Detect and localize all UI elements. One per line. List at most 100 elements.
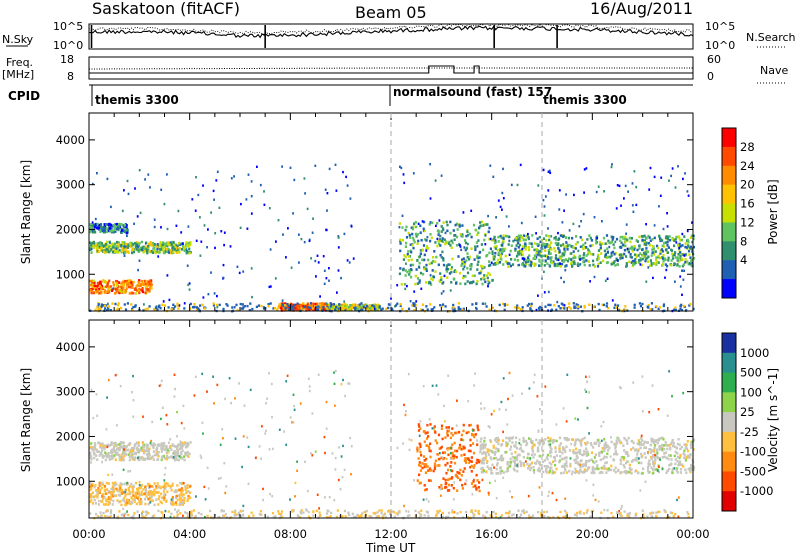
power-cell: [494, 239, 497, 242]
power-cell: [691, 240, 694, 244]
power-cell: [96, 242, 99, 245]
velocity-cell: [509, 463, 512, 466]
velocity-cell: [476, 443, 479, 446]
power-cell: [583, 257, 586, 260]
power-cell: [675, 241, 678, 244]
velocity-cell: [516, 462, 519, 466]
power-cell: [422, 244, 426, 247]
power-cell: [112, 283, 115, 287]
velocity-cell: [543, 465, 546, 468]
velocity-cell: [104, 451, 107, 454]
power-cell: [587, 248, 589, 251]
velocity-cell: [460, 474, 463, 477]
velocity-cell: [131, 488, 134, 491]
velocity-cell: [628, 463, 631, 467]
velocity-cell: [581, 438, 584, 441]
velocity-cell: [152, 444, 155, 447]
power-cell: [458, 223, 461, 227]
velocity-cell: [514, 464, 517, 468]
power-cell: [404, 287, 407, 291]
power-cell: [106, 230, 109, 234]
power-cell: [640, 263, 644, 267]
velocity-cell: [545, 456, 548, 459]
velocity-cell: [640, 461, 643, 465]
power-cell: [113, 243, 116, 246]
velocity-cell: [157, 444, 160, 447]
power-cell: [439, 253, 442, 257]
velocity-cell: [462, 438, 465, 442]
power-cell: [431, 221, 434, 225]
power-cell: [514, 237, 517, 240]
velocity-cell: [110, 487, 113, 491]
power-cell: [512, 239, 515, 243]
power-cell: [482, 224, 485, 227]
power-cell: [130, 303, 133, 306]
power-cell: [674, 306, 677, 309]
velocity-cell: [179, 440, 182, 443]
power-cell: [122, 286, 125, 290]
power-cell: [374, 308, 377, 312]
power-cell: [355, 306, 358, 309]
power-cell: [566, 244, 569, 247]
power-cell: [529, 307, 532, 310]
power-cell: [222, 263, 225, 267]
velocity-cell: [477, 460, 481, 464]
velocity-cell: [475, 488, 478, 491]
power-cell: [353, 305, 356, 308]
velocity-cell: [478, 489, 481, 493]
power-cell: [534, 215, 537, 218]
freq-tick-top: 18: [60, 53, 74, 66]
power-cell: [631, 204, 634, 207]
velocity-cell: [111, 455, 114, 458]
velocity-cell: [342, 444, 344, 448]
velocity-cell: [175, 456, 178, 459]
power-cell: [186, 243, 189, 247]
power-cell: [537, 184, 540, 187]
velocity-cell: [587, 466, 590, 470]
velocity-cell: [626, 460, 629, 463]
power-cell: [614, 303, 617, 306]
power-cell: [115, 227, 118, 230]
velocity-cell: [622, 458, 625, 461]
power-cell: [547, 245, 550, 248]
power-cell: [95, 243, 98, 247]
power-cell: [105, 243, 108, 246]
power-cell: [399, 267, 402, 270]
power-cell: [638, 235, 641, 239]
power-cell: [247, 173, 250, 176]
power-cell: [345, 175, 347, 179]
power-cell: [466, 266, 469, 270]
velocity-cell: [180, 491, 183, 494]
velocity-cell: [647, 464, 650, 468]
velocity-cell: [480, 470, 483, 474]
power-cell: [477, 260, 480, 264]
power-cell: [455, 270, 458, 274]
power-cell: [627, 250, 630, 254]
velocity-cell: [622, 463, 625, 467]
velocity-cell: [513, 460, 516, 464]
power-cell: [578, 254, 581, 258]
velocity-cell: [446, 461, 449, 465]
power-cell: [137, 250, 140, 253]
power-cell: [629, 240, 632, 244]
power-cell: [167, 251, 170, 254]
power-cell: [172, 307, 175, 310]
velocity-cell: [425, 465, 428, 469]
power-cell: [580, 220, 582, 223]
velocity-cell: [112, 494, 115, 498]
power-cell: [661, 239, 664, 242]
power-cell: [514, 249, 517, 252]
velocity-cell: [451, 451, 454, 455]
power-cell: [521, 249, 524, 253]
velocity-cell: [447, 426, 450, 429]
velocity-cell: [137, 497, 140, 500]
velocity-cell: [479, 447, 482, 451]
power-cell: [268, 285, 271, 289]
power-cell: [349, 304, 352, 307]
power-cell: [316, 254, 319, 257]
power-cell: [592, 263, 595, 267]
power-cell: [601, 220, 603, 223]
velocity-cell: [562, 457, 565, 461]
velocity-cell: [246, 436, 249, 439]
power-cell: [116, 288, 119, 291]
